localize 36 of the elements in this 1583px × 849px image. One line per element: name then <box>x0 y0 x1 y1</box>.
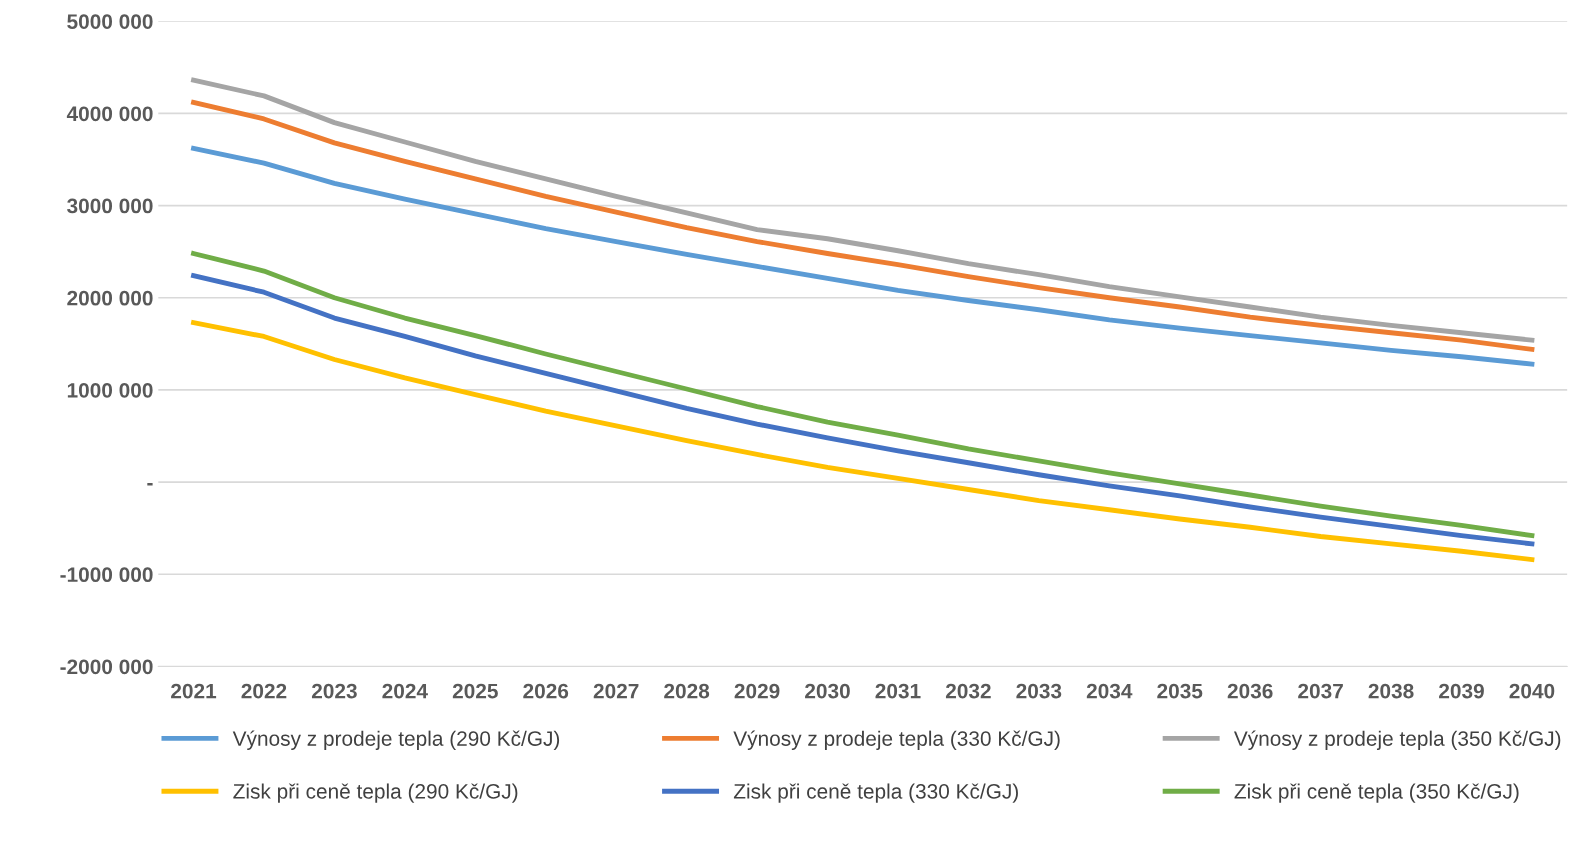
y-tick-label: - <box>147 483 153 486</box>
y-tick-label: 4000 000 <box>66 106 153 122</box>
x-tick-label: 2021 <box>171 683 217 699</box>
x-tick-label: 2035 <box>1157 683 1203 699</box>
legend-label: Výnosy z prodeje tepla (330 Kč/GJ) <box>733 730 1060 751</box>
y-tick-label: 2000 000 <box>67 290 153 306</box>
x-tick-label: 2023 <box>311 683 357 699</box>
x-tick-label: 2039 <box>1439 683 1484 699</box>
x-tick-label: 2022 <box>241 683 287 699</box>
x-tick-label: 2026 <box>523 683 569 699</box>
x-tick-label: 2034 <box>1086 683 1133 699</box>
y-tick-label: -2000 000 <box>60 659 153 675</box>
x-tick-label: 2032 <box>945 683 991 699</box>
y-tick-label: -1000 000 <box>60 567 153 583</box>
x-tick-label: 2040 <box>1509 683 1555 699</box>
legend-label: Zisk při ceně tepla (330 Kč/GJ) <box>733 783 1018 803</box>
legend-label: Zisk při ceně tepla (290 Kč/GJ) <box>233 783 518 803</box>
x-tick-label: 2029 <box>734 683 780 699</box>
x-tick-label: 2024 <box>382 683 428 699</box>
x-tick-label: 2031 <box>875 683 921 699</box>
y-tick-label: 3000 000 <box>67 198 153 214</box>
legend-label: Výnosy z prodeje tepla (290 Kč/GJ) <box>232 730 560 751</box>
x-tick-label: 2033 <box>1016 683 1062 699</box>
x-tick-label: 2036 <box>1227 683 1273 699</box>
legend-label: Výnosy z prodeje tepla (350 Kč/GJ) <box>1233 730 1561 751</box>
line-series <box>191 146 1535 367</box>
x-tick-label: 2038 <box>1368 683 1414 699</box>
x-tick-label: 2028 <box>664 683 710 699</box>
x-tick-label: 2030 <box>805 683 850 699</box>
x-tick-label: 2027 <box>593 683 639 699</box>
y-tick-label: 1000 000 <box>67 382 153 398</box>
y-tick-label: 5000 000 <box>67 14 153 29</box>
legend-label: Zisk při ceně tepla (350 Kč/GJ) <box>1234 783 1519 803</box>
x-tick-label: 2037 <box>1298 683 1343 699</box>
line-series <box>191 320 1535 562</box>
x-tick-label: 2025 <box>452 683 498 699</box>
